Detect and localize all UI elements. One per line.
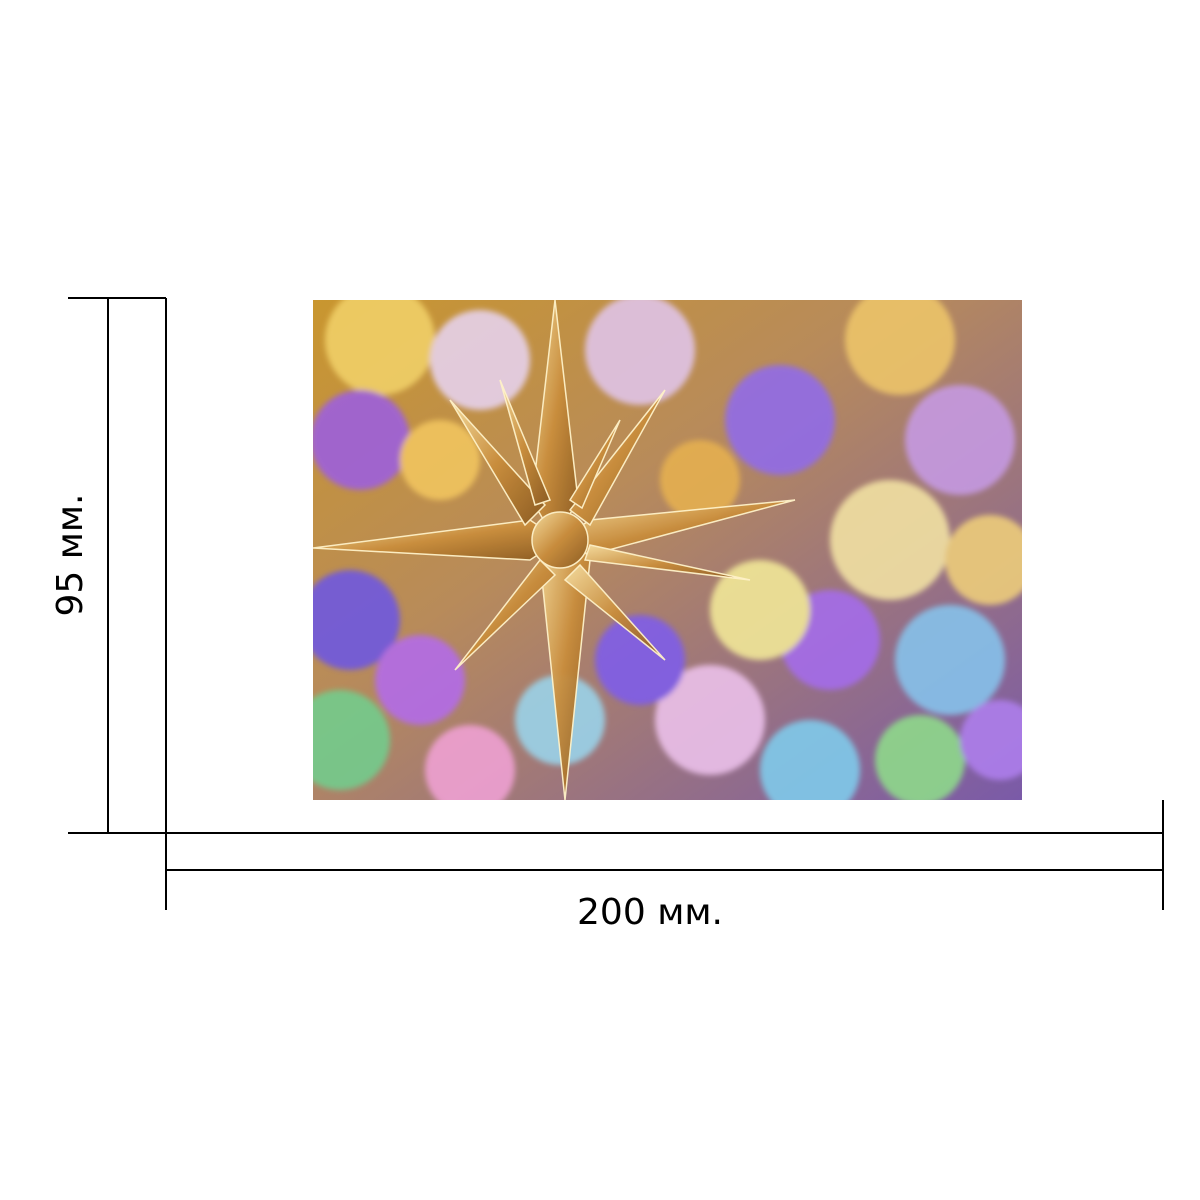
height-dimension: 95 мм. (50, 297, 167, 834)
width-label: 200 мм. (577, 892, 723, 933)
height-label: 95 мм. (50, 493, 91, 616)
width-dimension: 200 мм. (165, 800, 1164, 933)
star-ornament (313, 300, 796, 800)
photo (313, 300, 1022, 800)
